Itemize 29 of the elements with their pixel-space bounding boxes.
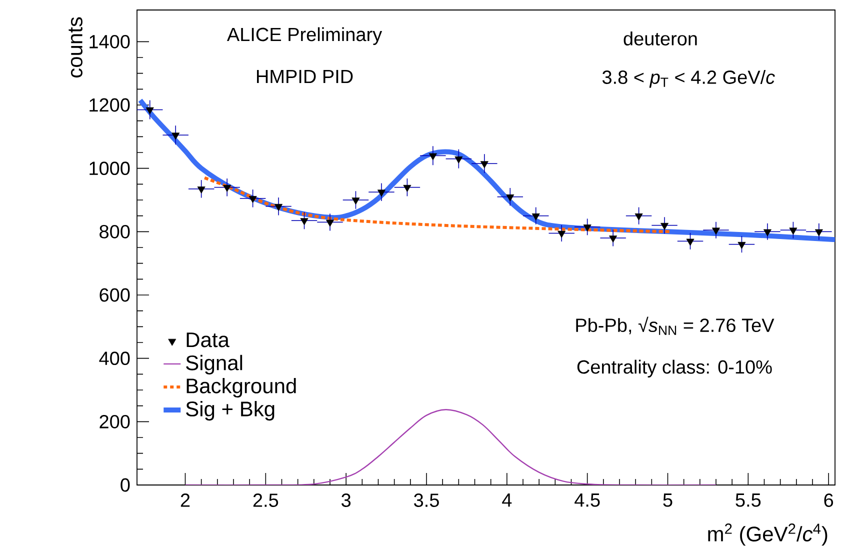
legend-label: Data (186, 332, 230, 348)
annotation: Pb-Pb, √s$_{NN}$ = 2.76 TeV (576, 316, 774, 335)
annotation: Centrality class: 0-10% (577, 360, 772, 378)
y-tick-label: 600 (100, 288, 130, 302)
y-tick-label: 200 (100, 414, 130, 428)
y-tick-label: 1400 (90, 34, 130, 48)
legend-label: Background (186, 378, 296, 398)
y-tick-label: 0 (120, 478, 130, 492)
annotation: HMPID PID (257, 70, 353, 84)
x-tick-label: 3 (342, 494, 351, 507)
y-tick-label: 400 (99, 352, 130, 366)
x-tick-label: 5 (663, 494, 672, 507)
x-tick-label: 2.5 (253, 494, 278, 507)
y-tick-label: 800 (100, 224, 130, 238)
x-tick-label: 4.5 (574, 494, 600, 507)
legend-label: Signal (186, 354, 242, 374)
annotation: 3.8 < p$_{T}$ < 4.2 GeV/c (602, 70, 775, 88)
x-tick-label: 6 (824, 494, 834, 507)
x-tick-label: 5.5 (736, 494, 761, 507)
x-tick-label: 3.5 (414, 494, 439, 507)
legend-label: Sig + Bkg (186, 400, 274, 421)
annotation: deuteron (624, 32, 697, 46)
x-tick-label: 4 (502, 494, 512, 507)
x-axis-title: m$^{2}$ (GeV$^{2}$/c$^{4}$) (708, 524, 828, 546)
y-tick-label: 1000 (90, 162, 130, 176)
y-tick-label: 1200 (90, 98, 130, 112)
annotation: ALICE Preliminary (226, 27, 382, 45)
y-axis-title: counts (68, 17, 82, 78)
x-tick-label: 2 (180, 494, 190, 507)
